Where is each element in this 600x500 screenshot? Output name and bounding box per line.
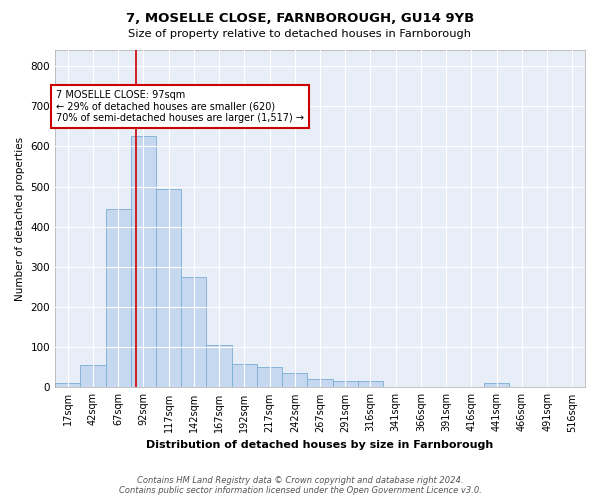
Bar xyxy=(80,366,106,388)
Bar xyxy=(484,384,509,388)
Bar xyxy=(332,382,358,388)
Text: 7, MOSELLE CLOSE, FARNBOROUGH, GU14 9YB: 7, MOSELLE CLOSE, FARNBOROUGH, GU14 9YB xyxy=(126,12,474,26)
X-axis label: Distribution of detached houses by size in Farnborough: Distribution of detached houses by size … xyxy=(146,440,494,450)
Bar xyxy=(206,346,232,388)
Bar xyxy=(307,380,332,388)
Bar xyxy=(257,368,282,388)
Text: 7 MOSELLE CLOSE: 97sqm
← 29% of detached houses are smaller (620)
70% of semi-de: 7 MOSELLE CLOSE: 97sqm ← 29% of detached… xyxy=(56,90,304,124)
Bar xyxy=(55,382,80,388)
Bar xyxy=(106,208,131,388)
Bar xyxy=(131,136,156,388)
Text: Size of property relative to detached houses in Farnborough: Size of property relative to detached ho… xyxy=(128,29,472,39)
Y-axis label: Number of detached properties: Number of detached properties xyxy=(15,136,25,301)
Text: Contains HM Land Registry data © Crown copyright and database right 2024.
Contai: Contains HM Land Registry data © Crown c… xyxy=(119,476,481,495)
Bar xyxy=(156,188,181,388)
Bar xyxy=(358,382,383,388)
Bar xyxy=(232,364,257,388)
Bar xyxy=(181,277,206,388)
Bar xyxy=(282,374,307,388)
